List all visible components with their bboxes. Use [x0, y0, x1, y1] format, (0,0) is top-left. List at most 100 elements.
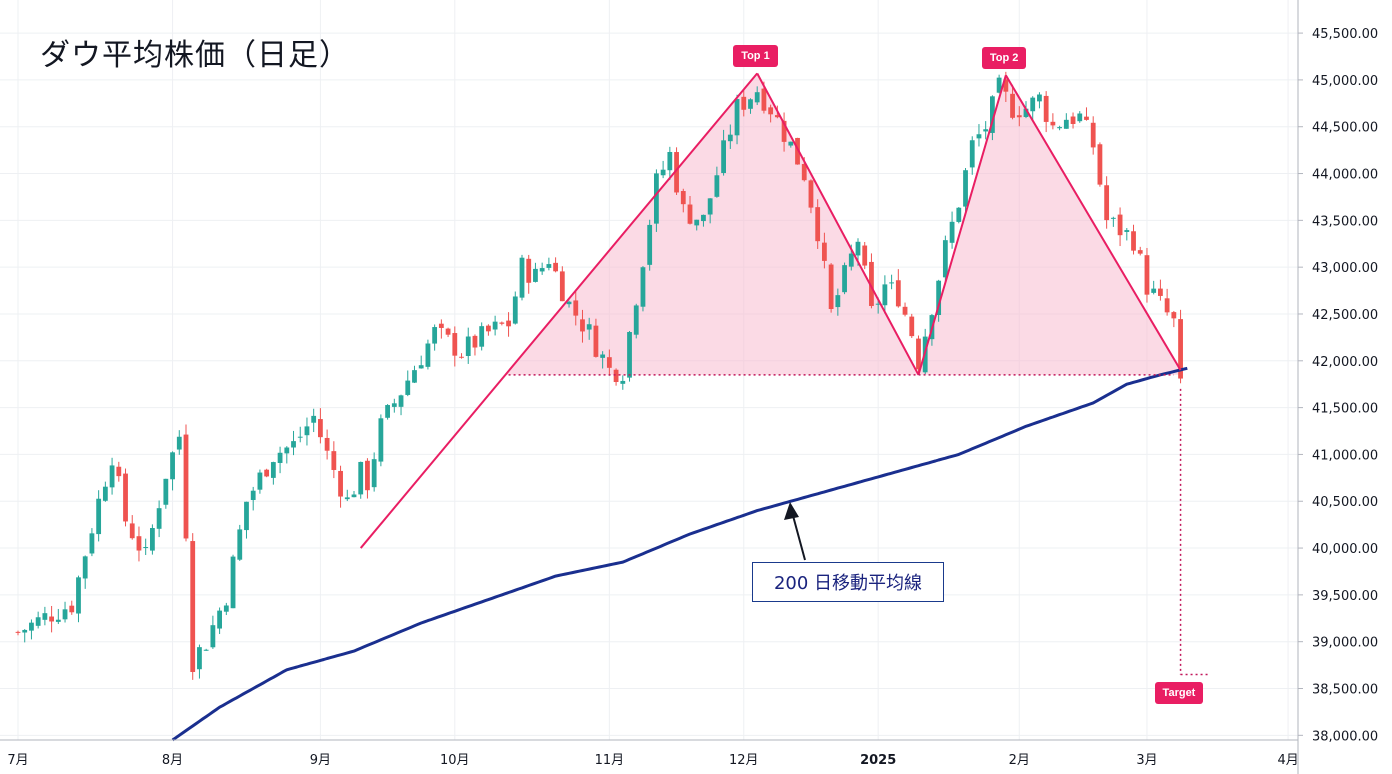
candle-body	[116, 466, 122, 477]
candle-body	[613, 369, 619, 383]
candle-body	[795, 137, 800, 165]
candle-body	[687, 204, 693, 224]
candle-body	[365, 460, 370, 491]
candle-body	[35, 617, 41, 626]
candle-body	[714, 175, 720, 197]
candle-body	[842, 265, 847, 293]
candle-body	[42, 613, 48, 620]
candle-body	[559, 271, 565, 302]
candle-body	[69, 605, 75, 613]
candle-body	[600, 354, 606, 358]
candle-body	[197, 647, 202, 670]
candle-body	[996, 77, 1002, 93]
candle-body	[936, 280, 942, 315]
candle-body	[983, 129, 989, 132]
candle-body	[210, 625, 216, 648]
candle-body	[1050, 121, 1056, 126]
candle-body	[190, 541, 196, 672]
candle-body	[1077, 113, 1083, 122]
candle-body	[465, 336, 471, 356]
candle-body	[1144, 255, 1150, 295]
top1-label: Top 1	[733, 45, 778, 67]
candle-body	[1084, 116, 1089, 120]
double-top-fill	[505, 73, 1181, 375]
candle-body	[633, 305, 639, 335]
ma-arrow-head	[784, 502, 799, 520]
y-tick-label: 43,000.00	[1312, 261, 1378, 276]
candle-body	[680, 191, 686, 205]
candle-body	[445, 328, 451, 335]
candle-body	[506, 320, 511, 327]
candle-body	[774, 115, 780, 118]
candle-body	[264, 469, 270, 477]
candle-body	[512, 296, 518, 324]
candles-layer	[15, 71, 1183, 680]
y-tick-label: 40,000.00	[1312, 542, 1378, 557]
candle-body	[136, 536, 142, 551]
candle-body	[223, 605, 229, 612]
candle-body	[828, 264, 834, 310]
candle-body	[990, 96, 995, 133]
candle-body	[620, 380, 626, 384]
candle-body	[425, 343, 431, 367]
candle-body	[674, 152, 679, 193]
x-tick-label: 2月	[1009, 753, 1030, 768]
candle-body	[385, 405, 390, 418]
candle-body	[1178, 319, 1183, 379]
candle-body	[344, 497, 350, 500]
candle-body	[318, 419, 323, 438]
candle-body	[412, 370, 417, 383]
candle-body	[1030, 97, 1036, 112]
candle-body	[291, 441, 296, 448]
pattern-fill-layer	[505, 73, 1181, 375]
candle-body	[822, 242, 827, 261]
candle-body	[257, 472, 263, 490]
candle-body	[781, 120, 787, 142]
candle-body	[96, 498, 102, 535]
candle-body	[606, 357, 612, 368]
y-tick-label: 39,500.00	[1312, 589, 1378, 604]
candle-body	[62, 609, 68, 620]
y-tick-label: 44,500.00	[1312, 121, 1378, 136]
candle-body	[533, 268, 538, 282]
candle-body	[129, 523, 135, 539]
y-tick-label: 41,500.00	[1312, 402, 1378, 417]
y-tick-label: 45,500.00	[1312, 27, 1378, 42]
candle-body	[1124, 230, 1130, 232]
x-tick-label: 2025	[860, 753, 896, 768]
candle-body	[667, 152, 673, 171]
candle-body	[22, 629, 28, 633]
y-tick-label: 42,500.00	[1312, 308, 1378, 323]
top2-label: Top 2	[981, 47, 1027, 69]
chart-title: ダウ平均株価（日足）	[40, 38, 350, 73]
candle-body	[55, 619, 61, 622]
x-tick-label: 11月	[595, 753, 625, 768]
candle-body	[848, 253, 854, 267]
candle-body	[539, 268, 545, 272]
candle-body	[566, 301, 572, 305]
candle-body	[351, 494, 357, 498]
candle-body	[909, 316, 915, 337]
candle-body	[230, 556, 236, 609]
candle-body	[862, 245, 868, 266]
candle-body	[297, 436, 303, 438]
pattern-line-top2-end	[1004, 74, 1182, 371]
target-label: Target	[1154, 682, 1204, 705]
candle-body	[882, 284, 888, 306]
candle-body	[586, 324, 592, 330]
candle-body	[1090, 122, 1096, 148]
candle-body	[304, 426, 310, 436]
candle-body	[1164, 298, 1170, 313]
candle-body	[1110, 217, 1116, 219]
candle-body	[270, 462, 276, 478]
candle-body	[176, 436, 182, 450]
candle-body	[869, 261, 874, 306]
candle-body	[49, 616, 54, 622]
candle-body	[324, 437, 330, 451]
candle-body	[371, 459, 377, 488]
candle-body	[1023, 108, 1029, 117]
candle-body	[1016, 115, 1022, 118]
pattern-line-top1-valley	[756, 72, 920, 376]
candle-body	[647, 224, 653, 265]
